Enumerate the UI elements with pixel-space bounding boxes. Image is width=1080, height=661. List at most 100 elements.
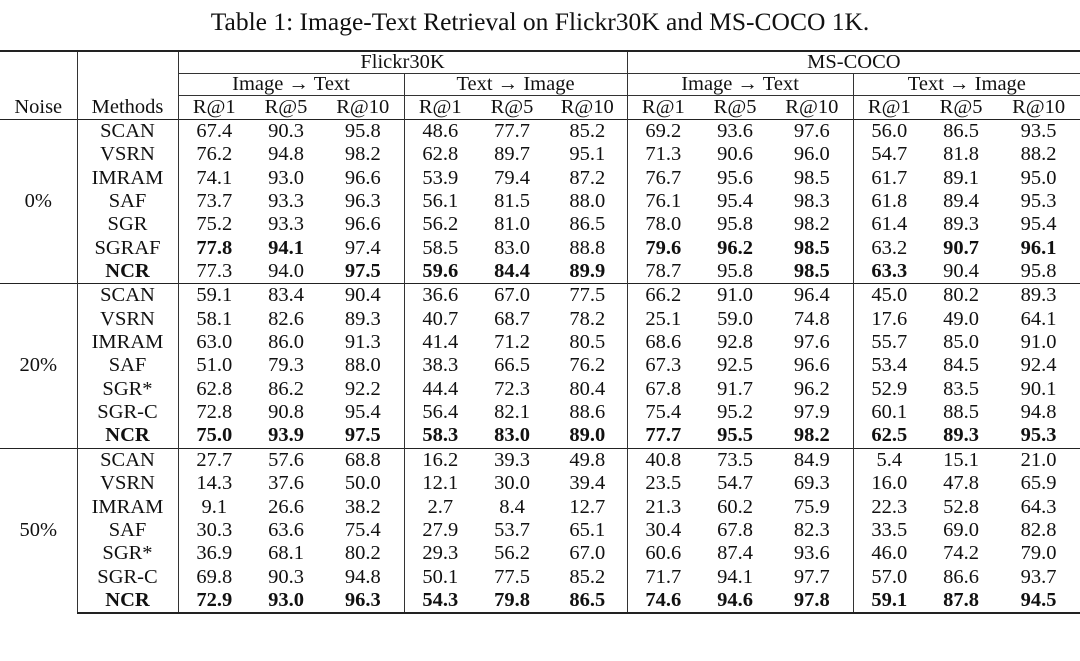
metric-value-cell: 62.8 — [177, 377, 250, 402]
method-name-cell: IMRAM — [76, 495, 178, 519]
metric-value-cell: 90.8 — [268, 401, 304, 424]
metric-value-cell: 94.1 — [268, 236, 304, 259]
metric-value-cell: 92.5 — [717, 354, 753, 377]
table-row: SGR-C 72.8 90.8 95.4 56.4 82.1 88.6 75.4 95.2 97.… — [0, 401, 1080, 425]
metric-value-cell: 98.2 — [793, 213, 830, 236]
metric-value-cell: 77.7 — [626, 424, 700, 449]
metric-value-cell: 56.0 — [852, 119, 926, 144]
metric-value-cell: 12.1 — [403, 472, 476, 496]
metric-value-cell: 77.7 — [476, 119, 548, 144]
metric-value-cell: 54.3 — [403, 588, 476, 615]
method-name-cell: VSRN — [76, 307, 178, 332]
metric-value-cell: 95.8 — [1020, 260, 1057, 283]
metric-value-cell: 74.8 — [793, 307, 830, 330]
metric-value-cell: 47.8 — [943, 472, 979, 495]
metric-value-cell: 75.2 — [177, 213, 250, 237]
metric-value-cell: 67.8 — [717, 518, 753, 541]
metric-value-cell: 77.3 — [177, 260, 250, 284]
metric-value-cell: 68.6 — [626, 331, 700, 355]
metric-value-cell: 66.2 — [626, 283, 700, 308]
table-row: NCR 75.0 93.9 97.5 58.3 83.0 89.0 77.7 95.5 98.2 6… — [0, 424, 1080, 449]
table-row: IMRAM 74.1 93.0 96.6 53.9 79.4 87.2 76.7 95.6 98.… — [0, 166, 1080, 191]
metric-value-cell: 40.7 — [403, 307, 476, 332]
metric-value-cell: 41.4 — [403, 331, 476, 355]
metric-header: R@5 — [713, 96, 757, 118]
metric-value-cell: 98.5 — [793, 166, 830, 189]
table-row: SGR 75.2 93.3 96.6 56.2 81.0 86.5 78.0 95.8 98.2 6… — [0, 213, 1080, 237]
direction-header: Image → Text — [177, 73, 404, 96]
metric-value-cell: 58.3 — [403, 424, 476, 449]
metric-value-cell: 96.6 — [344, 213, 381, 236]
metric-value-cell: 85.2 — [569, 565, 606, 588]
metric-value-cell: 54.7 — [717, 472, 753, 495]
metric-value-cell: 53.9 — [403, 166, 476, 191]
metric-value-cell: 61.4 — [852, 213, 926, 237]
metric-value-cell: 82.8 — [1020, 518, 1057, 541]
metric-value-cell: 76.2 — [569, 354, 606, 377]
metric-value-cell: 76.1 — [626, 190, 700, 214]
metric-value-cell: 83.4 — [250, 283, 322, 308]
metric-value-cell: 88.2 — [1020, 143, 1057, 166]
metric-value-cell: 89.3 — [943, 213, 979, 236]
metric-header: R@10 — [560, 96, 614, 118]
metric-value-cell: 59.0 — [717, 307, 753, 330]
metric-value-cell: 93.9 — [268, 424, 304, 447]
metric-value-cell: 89.3 — [344, 307, 381, 330]
metric-value-cell: 94.8 — [344, 565, 381, 588]
metric-value-cell: 77.8 — [177, 236, 250, 261]
metric-value-cell: 76.7 — [626, 166, 700, 191]
metric-value-cell: 91.3 — [344, 331, 381, 354]
metric-header: R@1 — [177, 95, 250, 120]
table-row: SAF 73.7 93.3 96.3 56.1 81.5 88.0 76.1 95.4 98.3 6… — [0, 190, 1080, 214]
metric-value-cell: 69.3 — [793, 472, 830, 495]
method-name-cell: SCAN — [76, 447, 178, 473]
metric-value-cell: 8.4 — [499, 495, 525, 518]
metric-value-cell: 30.3 — [177, 518, 250, 543]
metric-value-cell: 77.5 — [548, 283, 628, 308]
metric-value-cell: 49.8 — [548, 447, 628, 473]
metric-value-cell: 82.6 — [268, 307, 304, 330]
table-row: IMRAM 63.0 86.0 91.3 41.4 71.2 80.5 68.6 92.8 97.… — [0, 331, 1080, 355]
metric-value-cell: 57.6 — [250, 447, 322, 473]
metric-value-cell: 21.0 — [997, 447, 1080, 473]
metric-value-cell: 89.4 — [943, 190, 979, 213]
metric-value-cell: 72.9 — [177, 588, 250, 615]
metric-value-cell: 51.0 — [177, 354, 250, 378]
metric-value-cell: 98.2 — [344, 143, 381, 166]
metric-value-cell: 36.9 — [177, 542, 250, 566]
metric-value-cell: 97.5 — [344, 260, 381, 283]
method-name-cell: SAF — [76, 190, 178, 214]
method-name-cell: SGR — [76, 213, 178, 237]
metric-value-cell: 63.6 — [268, 518, 304, 541]
metric-value-cell: 89.0 — [569, 424, 606, 447]
metric-value-cell: 71.7 — [626, 565, 700, 589]
metric-value-cell: 59.1 — [852, 588, 926, 615]
table-row: VSRN 76.2 94.8 98.2 62.8 89.7 95.1 71.3 90.6 96.0… — [0, 143, 1080, 167]
method-name-cell: IMRAM — [76, 166, 178, 191]
metric-value-cell: 62.5 — [852, 424, 926, 449]
direction-header: Text → Image — [403, 73, 628, 96]
metric-value-cell: 98.5 — [793, 260, 830, 283]
metric-value-cell: 83.0 — [494, 424, 530, 447]
metric-value-cell: 97.7 — [793, 565, 830, 588]
metric-value-cell: 92.2 — [344, 377, 381, 400]
metric-header: R@10 — [1012, 96, 1066, 118]
metric-value-cell: 63.2 — [852, 236, 926, 261]
metric-value-cell: 95.3 — [1020, 424, 1057, 447]
metric-value-cell: 84.9 — [771, 447, 854, 473]
metric-value-cell: 94.6 — [699, 588, 772, 615]
metric-value-cell: 53.7 — [494, 518, 530, 541]
results-table: Flickr30K MS-COCO Image → Text Text → Im… — [0, 50, 1080, 615]
metric-value-cell: 97.6 — [771, 119, 854, 144]
metric-value-cell: 83.5 — [943, 377, 979, 400]
metric-value-cell: 97.4 — [344, 236, 381, 259]
metric-value-cell: 86.2 — [268, 377, 304, 400]
metric-value-cell: 44.4 — [403, 377, 476, 402]
metric-value-cell: 68.1 — [268, 542, 304, 565]
metric-value-cell: 68.8 — [322, 447, 404, 473]
metric-value-cell: 94.8 — [1020, 401, 1057, 424]
metric-value-cell: 39.3 — [476, 447, 548, 473]
metric-value-cell: 62.8 — [403, 143, 476, 167]
metric-value-cell: 59.1 — [177, 283, 250, 308]
method-name-cell: SGR* — [76, 377, 178, 402]
